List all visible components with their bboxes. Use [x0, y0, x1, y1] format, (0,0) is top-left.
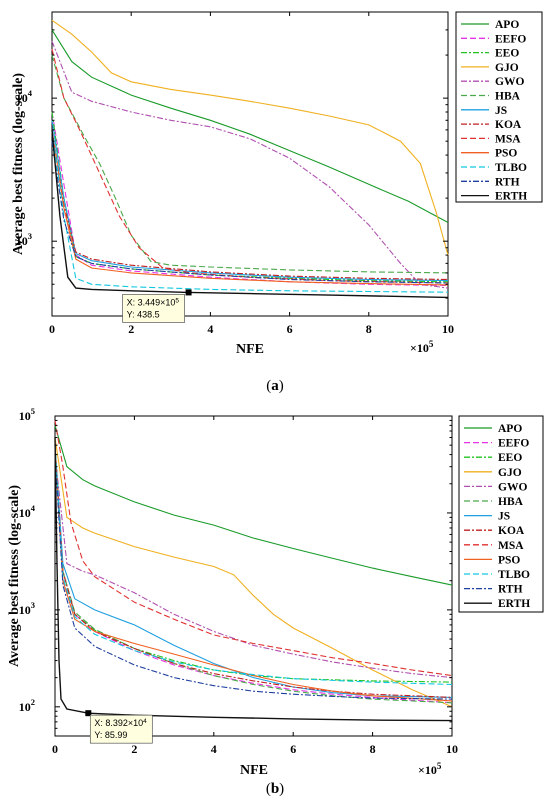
x-tick-label: 6 [290, 742, 296, 756]
legend-label-apo: APO [495, 19, 519, 31]
legend-label-hba: HBA [498, 496, 524, 508]
x-tick-label: 8 [370, 742, 376, 756]
legend-label-rth: RTH [498, 584, 523, 596]
x-ticks-b: 0 2 4 6 8 10 [52, 416, 458, 756]
legend-label-gjo: GJO [495, 62, 519, 74]
legend-label-msa: MSA [498, 540, 524, 552]
legend-label-tlbo: TLBO [495, 162, 527, 174]
datatip-y-text: Y: 438.5 [127, 309, 160, 319]
x-axis-label-a: NFE [236, 342, 264, 357]
series-line-apo [54, 425, 453, 586]
legend-a: APO EEFO EEO GJO GWO HBA JS KOA MSA PSO TLBO RTH ERT… [461, 19, 527, 203]
caption-b: (b) [266, 781, 284, 797]
x-tick-label: 0 [49, 322, 55, 336]
legend-label-rth: RTH [495, 176, 520, 188]
x-tick-label: 4 [207, 322, 213, 336]
datatip-box [122, 294, 185, 323]
y-ticks-b: 102 103 104 105 [19, 406, 452, 737]
series-line-msa [54, 420, 453, 677]
series-line-gjo [54, 437, 453, 708]
y-ticks-a: 103 104 [16, 11, 448, 317]
x-tick-label: 10 [446, 742, 458, 756]
legend-label-pso: PSO [498, 554, 520, 566]
legend-label-gjo: GJO [498, 467, 522, 479]
y-tick-label: 104 [16, 88, 33, 105]
legend-box-b [458, 415, 544, 613]
x-tick-label: 2 [128, 322, 134, 336]
y-tick-label: 102 [19, 697, 35, 714]
series-line-hba [51, 54, 449, 274]
series-line-erth [51, 129, 449, 299]
legend-label-eeo: EEO [498, 452, 522, 464]
chart-panel-b: 0 2 4 6 8 10 102 103 104 105 NFE ×105 Average be… [7, 406, 544, 797]
legend-label-eefo: EEFO [498, 438, 529, 450]
series-line-koa [51, 129, 449, 281]
legend-label-gwo: GWO [498, 481, 527, 493]
x-multiplier-a: ×105 [410, 339, 434, 355]
datatip-y-text: Y: 85.99 [94, 730, 127, 740]
legend-label-js: JS [495, 105, 507, 117]
y-tick-label: 104 [19, 503, 36, 520]
datatip-marker[interactable] [185, 289, 192, 296]
series-line-gwo [54, 454, 453, 679]
legend-label-eeo: EEO [495, 48, 519, 60]
x-axis-label-b: NFE [240, 763, 268, 778]
caption-a: (a) [266, 378, 284, 394]
y-tick-label: 103 [16, 231, 32, 248]
y-axis-label-a: Average best fitness (log-scale) [11, 73, 26, 255]
legend-label-koa: KOA [495, 119, 522, 131]
legend-label-tlbo: TLBO [498, 569, 530, 581]
legend-label-msa: MSA [495, 133, 521, 145]
series-line-js [51, 120, 449, 282]
legend-b: APO EEFO EEO GJO GWO HBA JS KOA MSA PSO TLBO RTH ERT… [464, 423, 530, 610]
series-line-gjo [51, 19, 449, 256]
series-line-tlbo [54, 445, 453, 686]
series-line-pso [54, 445, 453, 702]
series-line-gwo [51, 41, 449, 289]
legend-label-eefo: EEFO [495, 33, 526, 45]
series-line-hba [54, 445, 453, 704]
series-line-pso [51, 129, 449, 286]
y-tick-label: 103 [19, 600, 35, 617]
x-tick-label: 2 [131, 742, 137, 756]
series-group-b [54, 420, 453, 722]
legend-label-erth: ERTH [495, 191, 527, 203]
datatip-marker[interactable] [85, 710, 92, 717]
datatip-x-text: X: 3.449×105 [127, 297, 180, 307]
x-ticks-a: 0 2 4 6 8 10 [49, 12, 454, 336]
x-tick-label: 10 [442, 322, 454, 336]
datatip-x-text: X: 8.392×104 [94, 718, 147, 728]
legend-box-a [455, 11, 543, 203]
chart-panel-a: 0 2 4 6 8 10 103 104 NFE ×105 Average best fit… [11, 11, 543, 394]
series-line-apo [51, 29, 449, 223]
x-tick-label: 0 [52, 742, 58, 756]
series-line-js [54, 445, 453, 698]
y-axis-label-b: Average best fitness (log-scale) [7, 485, 22, 667]
datatip-a: X: 3.449×105 Y: 438.5 [122, 289, 192, 323]
y-tick-label: 105 [19, 406, 35, 423]
series-line-rth [54, 454, 453, 700]
legend-label-erth: ERTH [498, 598, 530, 610]
series-line-rth [51, 141, 449, 284]
x-tick-label: 8 [366, 322, 372, 336]
plot-area-b [54, 415, 453, 737]
legend-label-js: JS [498, 511, 510, 523]
x-tick-label: 4 [211, 742, 217, 756]
legend-label-gwo: GWO [495, 76, 524, 88]
series-group-a [51, 19, 449, 299]
datatip-b: X: 8.392×104 Y: 85.99 [85, 710, 153, 744]
legend-label-koa: KOA [498, 525, 525, 537]
legend-label-pso: PSO [495, 148, 517, 160]
datatip-box [89, 714, 153, 744]
legend-label-apo: APO [498, 423, 522, 435]
x-tick-label: 6 [287, 322, 293, 336]
series-line-tlbo [51, 129, 449, 293]
legend-label-hba: HBA [495, 91, 521, 103]
x-multiplier-b: ×105 [418, 761, 442, 777]
series-line-koa [54, 445, 453, 698]
